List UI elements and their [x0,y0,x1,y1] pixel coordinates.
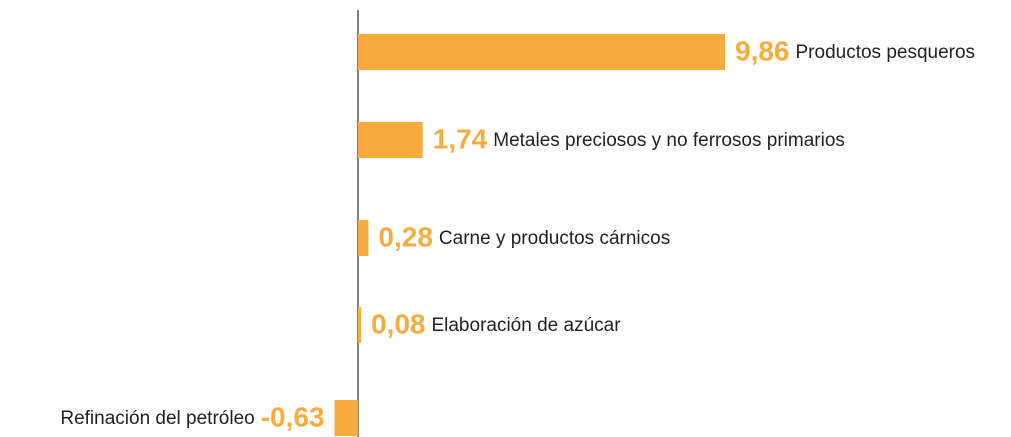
value-label: 0,08 [371,308,426,339]
bar [358,122,423,158]
bar [358,220,369,256]
category-label: Refinación del petróleo [60,408,254,429]
value-label: 1,74 [433,123,488,154]
value-label: -0,63 [261,401,325,432]
category-label: Carne y productos cárnicos [439,228,670,249]
category-label: Elaboración de azúcar [431,315,621,336]
value-label: 9,86 [735,35,790,66]
bar [358,34,725,70]
bar [358,307,361,343]
category-label: Metales preciosos y no ferrosos primario… [493,130,845,151]
category-label: Productos pesqueros [796,42,976,63]
value-label: 0,28 [378,221,433,252]
bar [334,400,358,436]
